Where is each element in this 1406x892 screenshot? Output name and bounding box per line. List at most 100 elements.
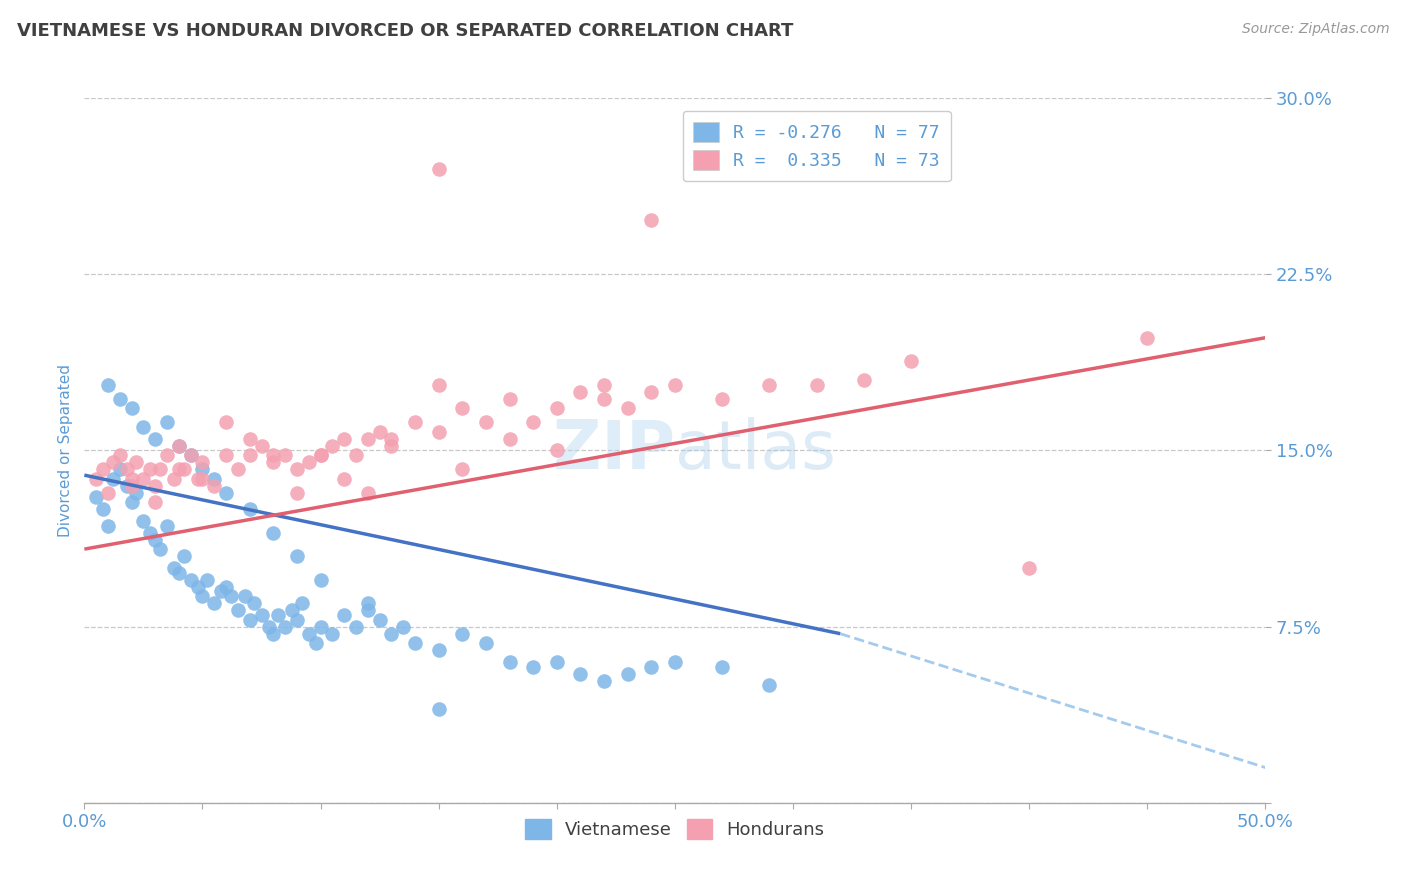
Point xyxy=(167,566,190,580)
Point xyxy=(250,439,273,453)
Point xyxy=(262,455,284,469)
Point xyxy=(392,619,415,633)
Point xyxy=(149,542,172,557)
Point xyxy=(156,448,179,462)
Point xyxy=(180,448,202,462)
Point xyxy=(139,462,162,476)
Point xyxy=(239,613,262,627)
Point xyxy=(202,596,225,610)
Point xyxy=(380,439,402,453)
Point xyxy=(121,401,143,416)
Point xyxy=(156,518,179,533)
Point xyxy=(427,643,450,657)
Point xyxy=(498,392,520,406)
Point xyxy=(143,533,166,547)
Point xyxy=(132,514,155,528)
Point xyxy=(97,485,120,500)
Point xyxy=(546,655,568,669)
Point xyxy=(108,392,131,406)
Point xyxy=(239,432,262,446)
Point xyxy=(451,626,474,640)
Point xyxy=(132,420,155,434)
Point xyxy=(522,659,544,673)
Point xyxy=(121,472,143,486)
Point xyxy=(226,603,249,617)
Point xyxy=(274,619,297,633)
Point xyxy=(640,384,662,399)
Point xyxy=(1136,331,1159,345)
Point xyxy=(163,561,186,575)
Point xyxy=(125,455,148,469)
Point xyxy=(1018,561,1040,575)
Point xyxy=(616,401,638,416)
Point xyxy=(357,603,380,617)
Point xyxy=(357,485,380,500)
Point xyxy=(309,448,332,462)
Point xyxy=(132,472,155,486)
Point xyxy=(191,455,214,469)
Point xyxy=(546,401,568,416)
Point xyxy=(593,392,616,406)
Point xyxy=(404,415,426,429)
Point xyxy=(191,472,214,486)
Point xyxy=(852,373,875,387)
Point xyxy=(143,478,166,492)
Point xyxy=(640,659,662,673)
Point xyxy=(108,462,131,476)
Point xyxy=(285,613,308,627)
Point xyxy=(215,485,238,500)
Point xyxy=(321,439,343,453)
Point xyxy=(298,626,321,640)
Point xyxy=(180,448,202,462)
Point xyxy=(285,462,308,476)
Point xyxy=(239,448,262,462)
Point xyxy=(233,589,256,603)
Point xyxy=(593,377,616,392)
Point xyxy=(209,584,232,599)
Point xyxy=(404,636,426,650)
Point xyxy=(427,161,450,176)
Point xyxy=(498,432,520,446)
Point xyxy=(298,455,321,469)
Point xyxy=(191,462,214,476)
Point xyxy=(451,401,474,416)
Point xyxy=(257,619,280,633)
Point xyxy=(498,655,520,669)
Point xyxy=(274,448,297,462)
Point xyxy=(191,589,214,603)
Point xyxy=(149,462,172,476)
Point xyxy=(226,462,249,476)
Text: VIETNAMESE VS HONDURAN DIVORCED OR SEPARATED CORRELATION CHART: VIETNAMESE VS HONDURAN DIVORCED OR SEPAR… xyxy=(17,22,793,40)
Point xyxy=(125,485,148,500)
Point xyxy=(108,448,131,462)
Point xyxy=(173,549,195,564)
Point xyxy=(91,502,114,516)
Point xyxy=(333,432,356,446)
Point xyxy=(475,636,498,650)
Point xyxy=(593,673,616,688)
Point xyxy=(711,392,734,406)
Point xyxy=(758,377,780,392)
Point xyxy=(202,472,225,486)
Point xyxy=(900,354,922,368)
Point xyxy=(711,659,734,673)
Text: Source: ZipAtlas.com: Source: ZipAtlas.com xyxy=(1241,22,1389,37)
Point xyxy=(758,678,780,692)
Point xyxy=(262,525,284,540)
Point xyxy=(569,666,592,681)
Point xyxy=(180,573,202,587)
Point xyxy=(156,415,179,429)
Point xyxy=(380,626,402,640)
Point xyxy=(215,415,238,429)
Point xyxy=(101,455,124,469)
Point xyxy=(115,478,138,492)
Point xyxy=(187,580,209,594)
Point xyxy=(97,518,120,533)
Point xyxy=(239,502,262,516)
Text: atlas: atlas xyxy=(675,417,835,483)
Point xyxy=(475,415,498,429)
Point xyxy=(143,495,166,509)
Point xyxy=(344,619,367,633)
Point xyxy=(167,462,190,476)
Point xyxy=(243,596,266,610)
